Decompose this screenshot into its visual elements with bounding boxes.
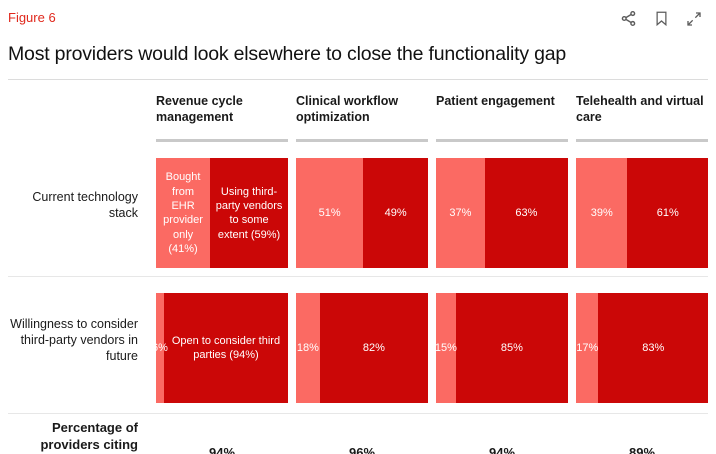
bar-segment-label: 18% [296, 342, 319, 355]
stacked-bar: 17% 83% [576, 293, 708, 404]
bar-segment-label: 85% [500, 342, 523, 355]
grid-corner-spacer [8, 94, 148, 142]
footer-value-revenue-cycle: 94% [208, 445, 236, 454]
toolbar [620, 10, 708, 27]
stacked-bar: 15% 85% [434, 293, 568, 404]
footer-value-patient-engagement: 94% [488, 445, 516, 454]
footer-value-telehealth: 89% [628, 445, 656, 454]
row-label-willingness: Willingness to consider third-party vend… [10, 316, 138, 364]
column-header-telehealth: Telehealth and virtual care [576, 94, 708, 143]
bar-segment-light: 18% [296, 293, 320, 404]
bar-segment-label: 17% [576, 342, 599, 355]
title-divider [8, 79, 708, 80]
bar-segment-dark: 49% [363, 158, 428, 269]
bar-segment-label: 51% [318, 207, 341, 220]
bar-segment-light: Bought from EHR provider only (41%) [156, 158, 211, 269]
bar-segment-label: 82% [362, 342, 385, 355]
stacked-bar: 37% 63% [436, 158, 568, 269]
stacked-bar: 39% 61% [576, 158, 708, 269]
bar-segment-dark: 61% [627, 158, 708, 269]
bar-segment-dark: Using third-party vendors to some extent… [210, 158, 288, 269]
bar-segment-label: Open to consider third parties (94%) [171, 334, 281, 362]
stacked-bar: 51% 49% [296, 158, 428, 269]
bar-segment-light: 39% [576, 158, 628, 269]
figure-header-bar: Figure 6 [8, 10, 708, 30]
bar-segment-label: 39% [590, 207, 613, 220]
footer-value-clinical-workflow: 96% [348, 445, 376, 454]
share-icon[interactable] [620, 10, 637, 27]
bar-segment-label: Using third-party vendors to some extent… [215, 185, 283, 241]
stacked-bar: Bought from EHR provider only (41%) Usin… [156, 158, 288, 269]
bar-segment-label: 49% [384, 207, 407, 220]
bar-segment-dark: Open to consider third parties (94%) [163, 293, 288, 404]
bar-segment-dark: 85% [455, 293, 568, 404]
chart-grid: Revenue cycle management Clinical workfl… [8, 94, 708, 454]
row-divider [8, 276, 708, 278]
stacked-bar: 6% Open to consider third parties (94%) [152, 293, 288, 404]
bar-segment-label: 83% [642, 342, 665, 355]
bar-segment-label: 63% [515, 207, 538, 220]
figure-title: Most providers would look elsewhere to c… [8, 43, 567, 65]
column-header-clinical-workflow: Clinical workflow optimization [296, 94, 428, 143]
figure-label: Figure 6 [8, 10, 56, 25]
bar-segment-label: 6% [152, 342, 168, 355]
row-label-current-stack: Current technology stack [32, 190, 138, 221]
bar-segment-label: 61% [656, 207, 679, 220]
stacked-bar: 18% 82% [296, 293, 428, 404]
bar-segment-label: 37% [449, 207, 472, 220]
expand-icon[interactable] [686, 11, 702, 27]
footer-row-label: Percentage of providers citing integrati… [40, 420, 138, 454]
bar-segment-label: 15% [434, 342, 457, 355]
bar-segment-label: Bought from EHR provider only (41%) [163, 171, 203, 255]
bar-segment-light: 15% [434, 293, 457, 404]
column-header-revenue-cycle: Revenue cycle management [156, 94, 288, 143]
bar-segment-light: 37% [436, 158, 485, 269]
bar-segment-dark: 82% [319, 293, 428, 404]
bar-segment-light: 51% [296, 158, 364, 269]
column-header-patient-engagement: Patient engagement [436, 94, 568, 142]
bar-segment-dark: 83% [598, 293, 708, 404]
bar-segment-dark: 63% [484, 158, 568, 269]
bookmark-icon[interactable] [654, 10, 669, 27]
bar-segment-light: 6% [152, 293, 168, 404]
row-divider [8, 413, 708, 415]
bar-segment-light: 17% [576, 293, 599, 404]
